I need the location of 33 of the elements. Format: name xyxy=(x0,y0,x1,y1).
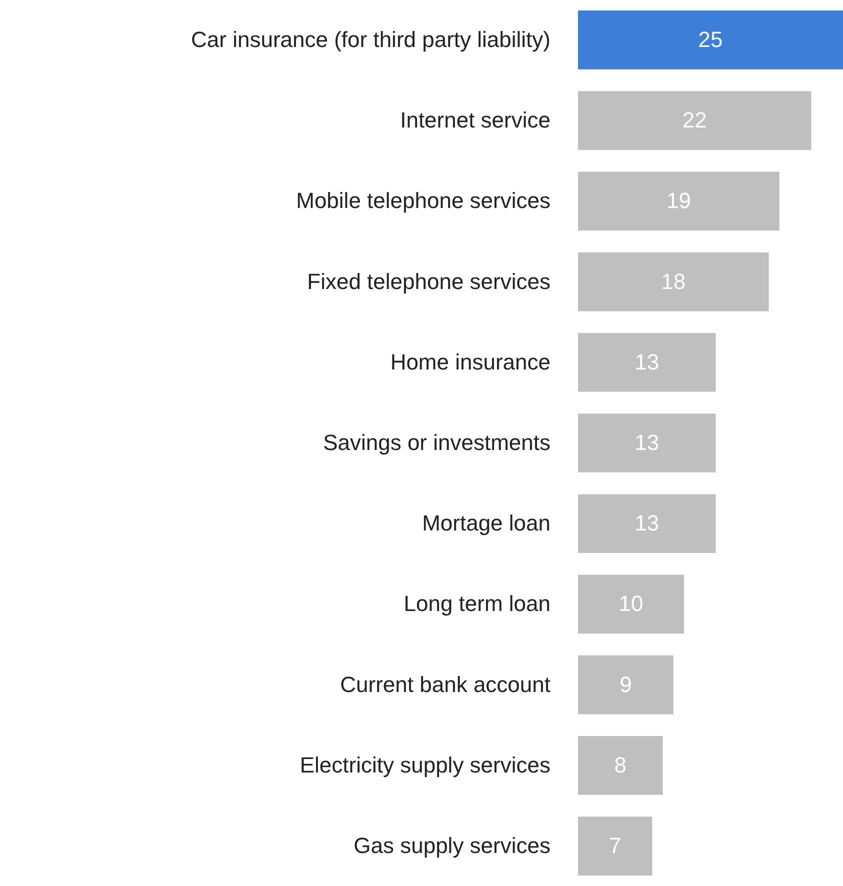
data-label: 22 xyxy=(682,108,707,133)
data-label: 13 xyxy=(634,349,660,374)
y-tick-label: Car insurance (for third party liability) xyxy=(191,26,550,52)
y-tick-label: Mobile telephone services xyxy=(296,188,550,214)
bar xyxy=(578,172,780,231)
data-label: 10 xyxy=(618,591,644,616)
bar xyxy=(578,655,674,714)
bar xyxy=(578,10,843,70)
y-tick-label: Internet service xyxy=(400,108,550,133)
bar xyxy=(578,252,769,312)
data-label: 13 xyxy=(634,430,660,455)
y-tick-label: Mortage loan xyxy=(422,510,550,536)
y-tick-label: Gas supply services xyxy=(354,833,550,858)
bar xyxy=(578,414,716,472)
bar xyxy=(578,736,663,795)
bar xyxy=(578,91,812,150)
y-tick-label: Fixed telephone services xyxy=(307,268,550,294)
data-label: 7 xyxy=(608,833,622,858)
y-tick-label: Savings or investments xyxy=(323,430,550,455)
y-tick-label: Long term loan xyxy=(404,591,550,616)
bar xyxy=(578,494,716,554)
data-label: 8 xyxy=(614,752,627,778)
y-tick-label: Home insurance xyxy=(390,349,550,374)
bar xyxy=(578,574,684,634)
bar xyxy=(578,332,716,392)
data-label: 9 xyxy=(620,672,632,697)
bar xyxy=(578,816,652,876)
y-tick-label: Current bank account xyxy=(340,672,550,697)
y-tick-label: Electricity supply services xyxy=(300,752,550,778)
data-label: 13 xyxy=(634,510,660,536)
data-label: 18 xyxy=(661,268,686,294)
data-label: 25 xyxy=(698,26,723,52)
data-label: 19 xyxy=(666,188,691,214)
